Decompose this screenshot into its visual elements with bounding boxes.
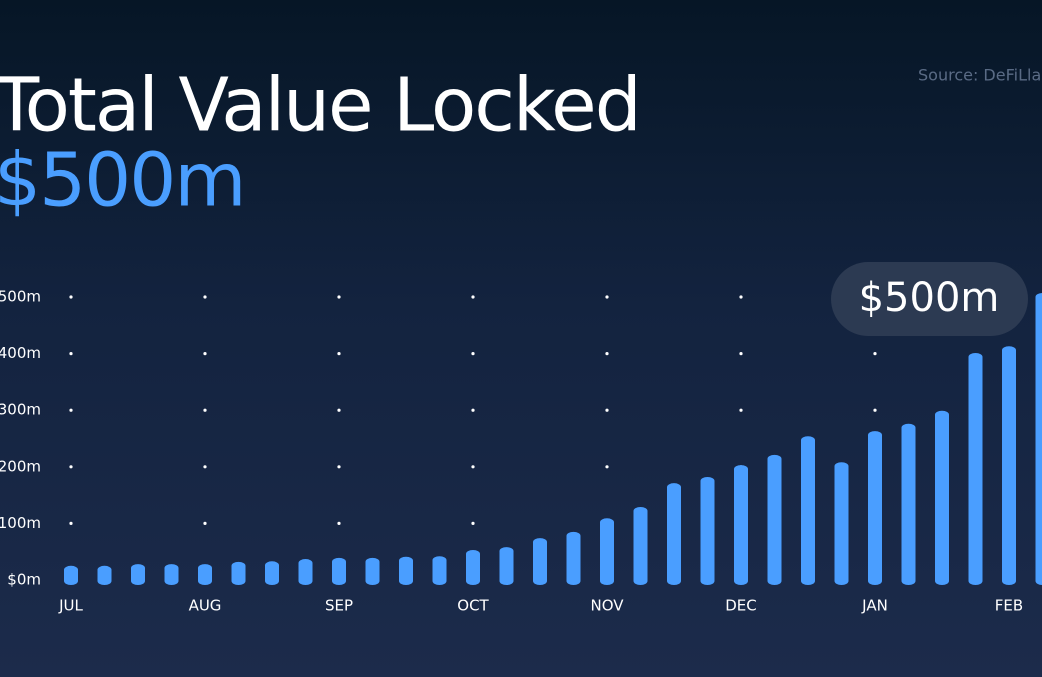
x-tick-label: DEC	[725, 597, 757, 615]
bar	[1035, 293, 1042, 585]
grid-dot	[203, 521, 207, 526]
y-tick-label: $0m	[7, 571, 41, 589]
grid-dot	[337, 295, 341, 299]
bar	[131, 564, 145, 585]
y-tick-label: $100m	[0, 514, 41, 532]
bar	[734, 465, 748, 585]
grid-dot	[203, 408, 207, 412]
grid-dot	[605, 352, 609, 356]
grid-dot	[69, 408, 73, 412]
bar	[868, 431, 882, 585]
bar	[298, 559, 313, 585]
y-tick-label: $500m	[0, 288, 41, 306]
bar	[600, 518, 614, 585]
bar	[801, 436, 815, 585]
grid-dot	[471, 465, 475, 469]
grid-dot	[203, 295, 207, 299]
chart-title: Total Value Locked	[0, 63, 640, 149]
grid-dot	[337, 352, 341, 356]
grid-dot	[69, 295, 73, 299]
bar	[97, 565, 112, 585]
bar	[767, 454, 782, 585]
bar	[1002, 346, 1016, 585]
bar	[499, 547, 514, 585]
grid-dot	[471, 295, 475, 299]
grid-dot	[203, 352, 207, 356]
x-tick-label: AUG	[189, 597, 222, 615]
grid-dot	[69, 352, 73, 356]
bar	[700, 476, 715, 585]
grid-dot	[605, 465, 609, 469]
bar	[935, 410, 949, 585]
y-tick-label: $200m	[0, 457, 41, 475]
grid-dot	[873, 408, 877, 412]
bar	[633, 506, 648, 585]
grid-dot	[873, 352, 877, 356]
callout-box	[831, 262, 1028, 336]
grid-dot	[203, 465, 207, 469]
x-tick-label: SEP	[325, 597, 353, 615]
bar	[901, 423, 916, 585]
x-tick-label: NOV	[590, 597, 624, 615]
source: Source: DeFiLlama	[918, 66, 1042, 85]
grid-dot	[471, 521, 475, 526]
y-tick-label: $300m	[0, 401, 41, 419]
bar	[834, 462, 849, 585]
bar	[198, 564, 212, 585]
x-tick-label: JUL	[58, 597, 83, 615]
grid-dot	[605, 295, 609, 299]
bar	[432, 556, 447, 585]
bar	[968, 352, 983, 585]
grid-dot	[605, 408, 609, 412]
grid-dot	[739, 295, 743, 299]
x-tick-label: FEB	[995, 597, 1023, 615]
y-tick-label: $400m	[0, 344, 41, 362]
bar	[231, 561, 246, 585]
grid-dot	[337, 408, 341, 412]
chart-subtitle: $500m	[0, 138, 244, 224]
x-tick-label: JAN	[861, 597, 888, 615]
bar	[399, 556, 413, 585]
x-tick-label: OCT	[457, 597, 489, 615]
bar	[466, 549, 480, 585]
grid-dot	[471, 408, 475, 412]
bar	[164, 564, 179, 585]
grid-dot	[739, 352, 743, 356]
bar	[566, 531, 581, 585]
bar	[64, 565, 78, 585]
grid-dot	[739, 408, 743, 412]
grid-dot	[337, 521, 341, 526]
bar	[667, 483, 681, 585]
callout: $500m	[859, 275, 1000, 321]
bar	[533, 538, 547, 585]
bar	[265, 561, 279, 585]
bar	[332, 557, 346, 585]
bar	[365, 557, 380, 585]
grid-dot	[69, 521, 73, 526]
grid-dot	[471, 352, 475, 356]
grid-dot	[69, 465, 73, 469]
grid-dot	[337, 465, 341, 469]
